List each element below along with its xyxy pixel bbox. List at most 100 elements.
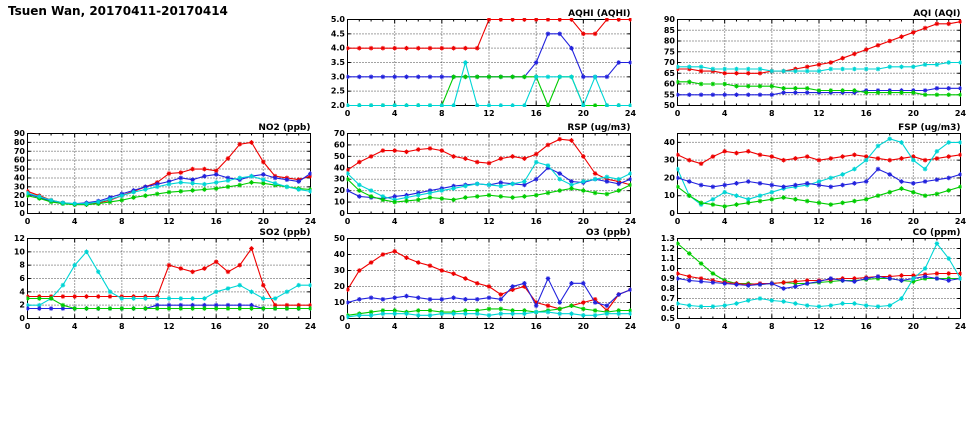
y-tick-label: 85: [664, 26, 676, 35]
y-tick-label: 40: [14, 173, 26, 182]
x-tick-label: 12: [813, 109, 824, 118]
x-tick-label: 4: [72, 322, 78, 331]
x-tick-label: 8: [769, 217, 775, 226]
y-tick-label: 50: [334, 152, 346, 161]
x-tick-label: 0: [675, 322, 681, 331]
x-tick-label: 8: [119, 217, 125, 226]
x-tick-label: 4: [392, 217, 398, 226]
x-tick-label: 12: [163, 322, 174, 331]
x-tick-label: 16: [861, 322, 873, 331]
x-tick-label: 8: [769, 322, 775, 331]
series-group: [26, 140, 312, 207]
y-tick-label: 4: [19, 287, 25, 296]
chart-title: AQI (AQI): [913, 9, 960, 19]
x-tick-label: 0: [345, 217, 351, 226]
x-tick-label: 4: [392, 322, 398, 331]
chart-rsp: 0 10 20 30 40 50 60 70 0 4 8 12 16 20 24 RSP (ug/m3): [334, 123, 637, 226]
y-tick-label: 20: [334, 282, 346, 291]
x-tick-label: 24: [625, 109, 637, 118]
y-tick-label: 30: [334, 266, 346, 275]
y-tick-label: 70: [14, 147, 26, 156]
x-tick-label: 20: [258, 217, 270, 226]
series-markers-cyan: [26, 173, 312, 206]
chart-title: O3 (ppb): [586, 228, 631, 238]
y-tick-label: 30: [14, 182, 26, 191]
chart-co: 0.50.60.70.80.91.01.11.21.3 0 4 8 12 16 20 24 CO…: [661, 228, 967, 331]
y-tick-label: 3.0: [331, 72, 346, 81]
y-tick-label: 60: [334, 140, 346, 149]
y-tick-label: 10: [14, 200, 26, 209]
x-tick-label: 20: [258, 322, 270, 331]
y-tick-label: 0.8: [661, 284, 676, 293]
x-tick-label: 24: [955, 322, 967, 331]
x-tick-label: 20: [908, 217, 920, 226]
series-markers-cyan: [676, 241, 962, 309]
y-tick-label: 12: [14, 234, 25, 243]
y-tick-label: 80: [14, 138, 26, 147]
y-tick-label: 40: [334, 163, 346, 172]
series-markers-cyan: [346, 159, 632, 203]
x-tick-label: 20: [908, 109, 920, 118]
chart-fsp: 0 10 20 30 40 0 4 8 12 16 20 24 FSP (ug/m3): [664, 123, 967, 226]
x-tick-label: 0: [675, 109, 681, 118]
y-tick-label: 55: [664, 90, 676, 99]
y-tick-label: 3.5: [331, 58, 346, 67]
y-tick-label: 20: [14, 191, 26, 200]
x-tick-label: 0: [25, 322, 31, 331]
series-group: [346, 136, 632, 205]
x-tick-label: 20: [578, 109, 590, 118]
series-markers-green: [676, 79, 962, 97]
y-tick-label: 1.3: [661, 234, 675, 243]
page-title: Tsuen Wan, 20170411-20170414: [8, 4, 228, 18]
y-tick-label: 4.5: [331, 29, 346, 38]
x-tick-label: 4: [722, 109, 728, 118]
y-tick-label: 0.9: [661, 274, 676, 283]
x-tick-label: 4: [72, 217, 78, 226]
x-tick-label: 4: [392, 109, 398, 118]
x-tick-label: 4: [722, 322, 728, 331]
y-tick-label: 50: [334, 234, 346, 243]
x-tick-label: 24: [305, 322, 317, 331]
y-tick-label: 6: [19, 274, 25, 283]
y-tick-label: 30: [664, 156, 676, 165]
series-line-cyan: [347, 60, 631, 107]
series-markers-blue: [346, 31, 632, 80]
x-tick-label: 24: [625, 322, 637, 331]
y-tick-label: 1.1: [661, 254, 676, 263]
x-tick-label: 16: [531, 109, 543, 118]
chart-title: RSP (ug/m3): [567, 123, 630, 133]
series-group: [676, 241, 962, 309]
y-tick-label: 50: [664, 101, 676, 110]
x-tick-label: 0: [675, 217, 681, 226]
x-tick-label: 16: [211, 217, 223, 226]
series-group: [346, 18, 632, 107]
x-tick-label: 0: [25, 217, 31, 226]
y-tick-label: 40: [664, 138, 676, 147]
x-tick-label: 24: [955, 217, 967, 226]
y-tick-label: 10: [334, 298, 346, 307]
series-markers-cyan: [346, 309, 632, 320]
y-tick-label: 1.2: [661, 244, 675, 253]
y-tick-label: 60: [664, 80, 676, 89]
x-tick-label: 16: [861, 217, 873, 226]
y-tick-label: 0: [339, 209, 345, 218]
x-tick-label: 12: [483, 109, 494, 118]
series-line-blue: [347, 33, 631, 78]
y-tick-label: 5.0: [331, 15, 346, 24]
chart-aqhi: 2.0 2.5 3.0 3.5 4.0 4.5 5.0 0 4 8 12 16 20 24 AQHI (AQ…: [331, 9, 637, 118]
y-tick-label: 1.0: [661, 264, 676, 273]
series-markers-cyan: [346, 60, 632, 107]
y-tick-label: 0.6: [661, 304, 676, 313]
x-tick-label: 12: [163, 217, 174, 226]
y-tick-label: 10: [664, 191, 676, 200]
chart-title: AQHI (AQHI): [568, 9, 630, 19]
y-tick-label: 50: [14, 165, 26, 174]
y-tick-label: 75: [664, 47, 676, 56]
x-tick-label: 8: [439, 322, 445, 331]
series-group: [346, 249, 632, 320]
y-tick-label: 65: [664, 69, 676, 78]
x-tick-label: 8: [119, 322, 125, 331]
x-tick-label: 8: [439, 109, 445, 118]
